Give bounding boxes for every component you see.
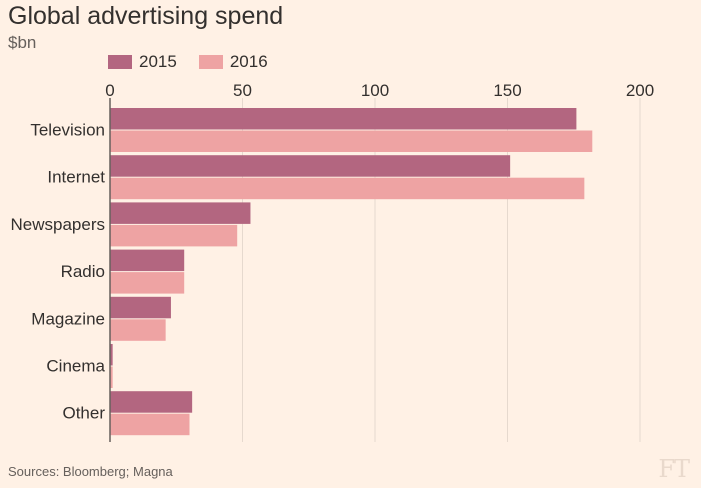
legend-swatch-2015	[108, 55, 132, 69]
legend-label-2016: 2016	[229, 52, 268, 71]
bar-newspapers-2016	[110, 224, 238, 247]
bar-newspapers-2015	[110, 202, 251, 224]
x-tick-label-100: 100	[361, 81, 389, 100]
y-category-label-radio: Radio	[61, 262, 105, 281]
legend-item-2016: 2016	[198, 52, 268, 72]
chart-subtitle: $bn	[8, 33, 37, 52]
y-category-label-magazine: Magazine	[31, 309, 105, 328]
bar-television-2015	[110, 108, 577, 130]
bar-internet-2015	[110, 155, 511, 177]
legend-item-2015: 2015	[108, 52, 177, 72]
bar-radio-2016	[110, 272, 185, 294]
y-category-label-internet: Internet	[47, 168, 105, 187]
y-category-label-newspapers: Newspapers	[11, 215, 106, 234]
bar-television-2016	[110, 130, 593, 152]
bar-radio-2015	[110, 249, 185, 272]
legend: 2015 2016	[108, 52, 290, 72]
chart-title: Global advertising spend	[8, 2, 284, 30]
ft-logo: FT	[658, 455, 690, 483]
y-category-label-television: Television	[30, 121, 105, 140]
bar-cinema-2016	[110, 366, 113, 388]
legend-label-2015: 2015	[139, 52, 177, 71]
x-tick-label-0: 0	[105, 81, 114, 100]
bar-magazine-2015	[110, 296, 171, 319]
bar-other-2015	[110, 391, 193, 413]
bar-cinema-2015	[110, 344, 113, 366]
bar-other-2016	[110, 413, 190, 436]
x-tick-label-200: 200	[626, 81, 654, 100]
legend-swatch-2016	[198, 55, 223, 69]
bar-magazine-2016	[110, 319, 166, 341]
bar-internet-2016	[110, 177, 585, 200]
x-tick-label-150: 150	[493, 81, 521, 100]
y-category-label-other: Other	[62, 404, 105, 423]
bars-layer	[110, 108, 593, 436]
y-category-label-cinema: Cinema	[46, 357, 105, 376]
labels-layer: 0 50 100 150 200 Television Internet Newspapers…	[11, 81, 655, 423]
x-tick-label-50: 50	[233, 81, 252, 100]
source-note: Sources: Bloomberg; Magna	[8, 464, 173, 479]
